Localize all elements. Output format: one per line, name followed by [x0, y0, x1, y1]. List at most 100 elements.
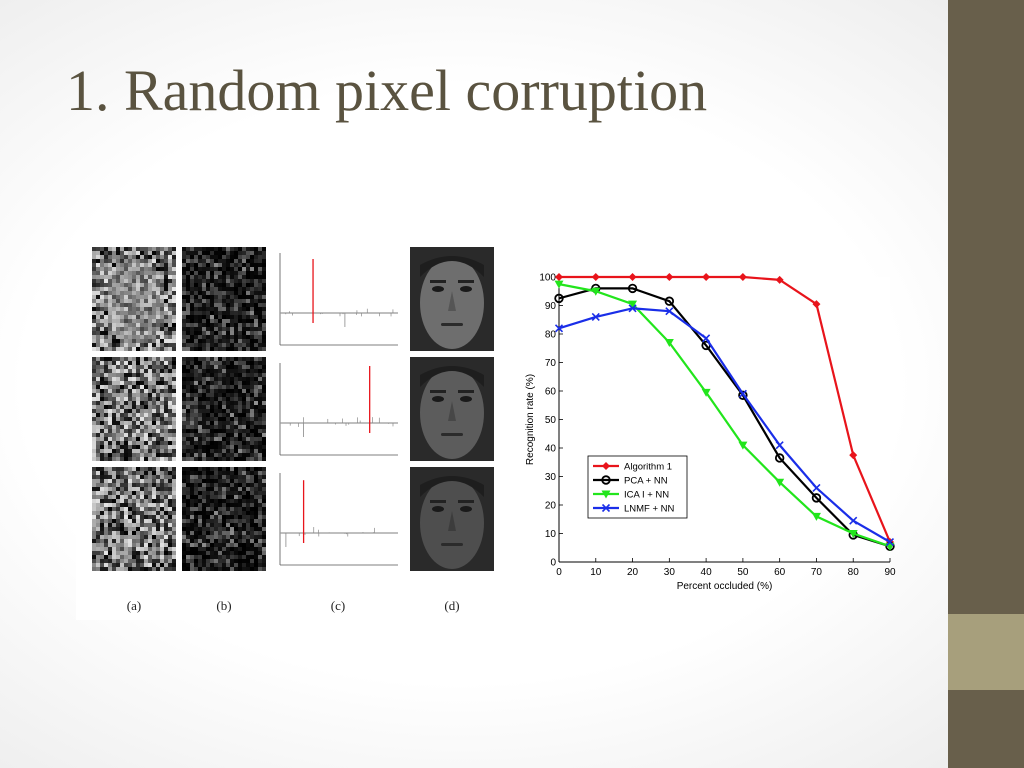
data-point [774, 453, 785, 463]
legend-entry: ICA I + NN [624, 490, 669, 501]
data-point [554, 280, 564, 289]
x-tick-label: 10 [590, 567, 602, 578]
noise-residual-image-1-svg [182, 247, 266, 351]
y-tick-label: 40 [545, 444, 557, 455]
panel-label-a: (a) [126, 598, 142, 613]
face-photo-2-svg [410, 357, 494, 461]
corrupted-face-image-1 [92, 247, 176, 351]
noise-residual-image-2 [182, 357, 266, 461]
data-point [554, 293, 564, 304]
data-point [849, 516, 858, 525]
data-point [555, 273, 563, 281]
data-point [628, 304, 637, 313]
x-tick-label: 60 [774, 567, 786, 578]
corrupted-face-image-2 [92, 357, 176, 461]
x-axis-label: Percent occluded (%) [677, 581, 773, 592]
data-point [811, 512, 821, 521]
data-point [775, 478, 785, 487]
coefficient-plot-1 [274, 247, 402, 351]
coefficient-plot-2 [274, 357, 402, 461]
face-photo-3-svg [410, 467, 494, 571]
data-point [885, 537, 895, 547]
panel-label-b: (b) [216, 598, 232, 613]
data-point [738, 273, 747, 281]
y-tick-label: 90 [545, 301, 557, 312]
slide-title: 1. Random pixel corruption [66, 58, 708, 123]
coefficient-plot-3 [274, 467, 402, 571]
face-photo-1-svg [410, 247, 494, 351]
corrupted-face-image-3 [92, 467, 176, 571]
data-point [628, 273, 637, 281]
coefficient-plot-3-svg [274, 467, 402, 571]
data-point [738, 389, 747, 398]
data-point [664, 296, 675, 306]
data-point [812, 483, 821, 492]
face-photo-2 [410, 357, 494, 461]
data-point [627, 283, 638, 294]
x-tick-label: 30 [664, 567, 676, 578]
y-tick-label: 70 [545, 358, 557, 369]
y-tick-label: 60 [545, 387, 557, 398]
x-tick-label: 90 [884, 567, 896, 578]
series-lnmf-nn [554, 304, 895, 547]
data-point [591, 287, 601, 296]
legend-entry: PCA + NN [624, 476, 668, 487]
x-tick-label: 40 [701, 567, 713, 578]
legend-entry: Algorithm 1 [624, 462, 672, 473]
series-line [558, 283, 891, 548]
data-point [701, 388, 711, 397]
sidebar-accent-block [948, 614, 1024, 690]
data-point [775, 441, 784, 450]
legend-marker [601, 490, 611, 499]
data-point [811, 493, 822, 503]
corrupted-face-image-3-svg [92, 467, 176, 571]
corrupted-face-image-2-svg [92, 357, 176, 461]
y-axis-label: Recognition rate (%) [525, 374, 536, 465]
x-tick-label: 20 [627, 567, 639, 578]
data-point [702, 273, 711, 281]
series-algorithm-1 [555, 273, 894, 547]
data-point [628, 300, 638, 309]
legend-marker [601, 475, 611, 485]
data-point [812, 300, 821, 309]
y-tick-label: 80 [545, 330, 557, 341]
x-tick-label: 70 [811, 567, 823, 578]
face-photo-3 [410, 467, 494, 571]
face-photo-1 [410, 247, 494, 351]
data-point [849, 451, 858, 460]
recognition-chart-svg: 0 10 20 30 40 50 60 70 80 90 100 0 10 20 30 40 50 60 70 80 9… [525, 273, 896, 593]
legend-entry: LNMF + NN [624, 504, 675, 515]
panel-label-d: (d) [444, 598, 460, 613]
data-point [702, 334, 711, 343]
series-line [558, 307, 891, 544]
series-ica-i-nn [554, 280, 895, 551]
corrupted-face-image-1-svg [92, 247, 176, 351]
series-line [558, 287, 891, 548]
data-point [665, 307, 674, 316]
data-point [665, 273, 674, 281]
data-point [664, 339, 674, 348]
y-tick-label: 50 [545, 415, 557, 426]
recognition-chart: 0 10 20 30 40 50 60 70 80 90 100 0 10 20 30 40 50 60 70 80 9… [512, 262, 916, 596]
y-tick-label: 20 [545, 501, 557, 512]
legend-marker [601, 503, 611, 513]
y-tick-label: 10 [545, 529, 557, 540]
y-tick-label: 0 [550, 558, 556, 569]
noise-residual-image-2-svg [182, 357, 266, 461]
data-point [848, 530, 858, 538]
legend-marker [602, 462, 610, 470]
noise-residual-image-3 [182, 467, 266, 571]
y-tick-label: 30 [545, 472, 557, 483]
data-point [591, 273, 600, 281]
y-tick-label: 100 [539, 273, 556, 284]
data-point [738, 390, 748, 400]
data-point [738, 441, 748, 450]
x-tick-label: 50 [737, 567, 749, 578]
data-point [591, 312, 600, 321]
data-point [775, 275, 784, 284]
noise-residual-image-1 [182, 247, 266, 351]
x-tick-label: 0 [556, 567, 562, 578]
coefficient-plot-2-svg [274, 357, 402, 461]
panel-label-c: (c) [330, 598, 346, 613]
noise-residual-image-3-svg [182, 467, 266, 571]
